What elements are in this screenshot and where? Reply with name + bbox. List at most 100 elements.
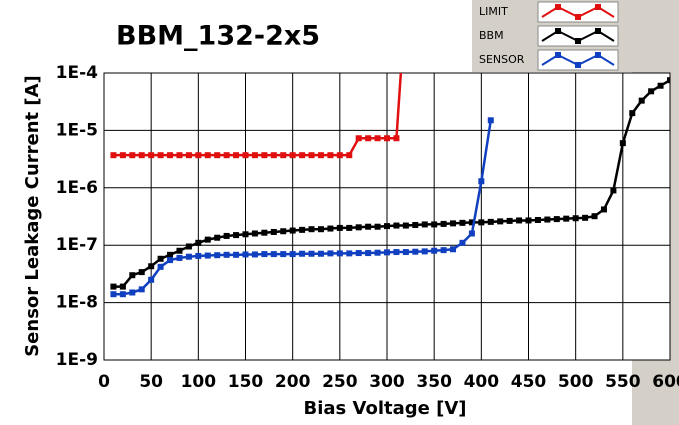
x-tick-label: 150: [228, 372, 264, 392]
data-point: [214, 152, 221, 159]
data-point: [299, 250, 306, 257]
data-point: [346, 224, 353, 231]
data-point: [195, 252, 202, 259]
data-point: [261, 251, 268, 258]
data-point: [289, 152, 296, 159]
data-point: [506, 217, 513, 224]
data-point: [412, 221, 419, 228]
chart-title: BBM_132-2x5: [116, 21, 320, 52]
data-point: [336, 224, 343, 231]
data-point: [251, 230, 258, 237]
y-tick-label: 1E-9: [56, 350, 98, 370]
data-point: [450, 246, 457, 253]
data-point: [582, 214, 589, 221]
data-point: [270, 228, 277, 235]
data-point: [233, 251, 240, 258]
data-point: [355, 135, 362, 142]
legend-marker: [595, 52, 601, 58]
data-point: [619, 140, 626, 147]
data-point: [393, 222, 400, 229]
data-point: [374, 249, 381, 256]
data-point: [516, 217, 523, 224]
data-point: [327, 152, 334, 159]
data-point: [148, 263, 155, 270]
x-tick-label: 350: [416, 372, 452, 392]
x-tick-label: 550: [605, 372, 641, 392]
data-point: [534, 216, 541, 223]
y-tick-label: 1E-8: [56, 293, 98, 313]
data-point: [317, 250, 324, 257]
data-point: [402, 249, 409, 256]
y-tick-label: 1E-6: [56, 178, 98, 198]
data-point: [148, 152, 155, 159]
data-point: [195, 152, 202, 159]
data-point: [657, 82, 664, 89]
data-point: [129, 289, 136, 296]
data-point: [544, 216, 551, 223]
data-point: [421, 221, 428, 228]
data-point: [176, 152, 183, 159]
data-point: [204, 236, 211, 243]
data-point: [431, 247, 438, 254]
data-point: [119, 291, 126, 298]
x-tick-label: 500: [558, 372, 594, 392]
data-point: [289, 251, 296, 258]
data-point: [129, 272, 136, 279]
x-tick-label: 300: [369, 372, 405, 392]
data-point: [365, 250, 372, 257]
y-tick-label: 1E-5: [56, 120, 98, 140]
data-point: [129, 152, 136, 159]
data-point: [138, 269, 145, 276]
x-tick-label: 400: [464, 372, 500, 392]
data-point: [478, 178, 485, 185]
data-point: [167, 251, 174, 258]
data-point: [270, 251, 277, 258]
data-point: [251, 152, 258, 159]
data-point: [459, 239, 466, 246]
legend-marker: [555, 4, 561, 10]
data-point: [233, 152, 240, 159]
data-point: [393, 249, 400, 256]
data-point: [440, 220, 447, 227]
x-tick-label: 250: [322, 372, 358, 392]
data-point: [157, 152, 164, 159]
legend-marker: [575, 14, 581, 20]
data-point: [299, 226, 306, 233]
x-tick-label: 100: [181, 372, 217, 392]
data-point: [289, 227, 296, 234]
data-point: [487, 117, 494, 124]
data-point: [374, 135, 381, 142]
data-point: [384, 223, 390, 230]
data-point: [638, 97, 645, 104]
data-point: [440, 247, 447, 254]
legend-marker: [575, 62, 581, 68]
legend-label: SENSOR: [479, 53, 525, 66]
data-point: [468, 230, 475, 237]
x-tick-label: 600: [652, 372, 679, 392]
legend-marker: [595, 4, 601, 10]
data-point: [600, 206, 607, 213]
data-point: [648, 88, 655, 95]
x-tick-label: 50: [139, 372, 163, 392]
data-point: [176, 247, 183, 254]
data-point: [553, 216, 560, 223]
data-point: [157, 255, 164, 262]
data-point: [317, 152, 324, 159]
x-tick-label: 0: [98, 372, 110, 392]
data-point: [261, 152, 268, 159]
data-point: [176, 254, 183, 261]
data-point: [119, 152, 126, 159]
data-point: [233, 232, 240, 239]
data-point: [421, 248, 428, 255]
data-point: [148, 276, 155, 283]
data-point: [327, 250, 334, 257]
data-point: [346, 152, 353, 159]
data-point: [157, 263, 164, 270]
data-point: [336, 152, 343, 159]
data-point: [384, 249, 390, 256]
data-point: [450, 220, 457, 227]
data-point: [497, 218, 504, 225]
data-point: [167, 152, 174, 159]
data-point: [110, 291, 117, 298]
